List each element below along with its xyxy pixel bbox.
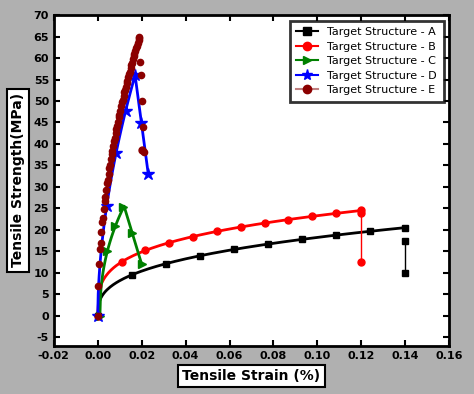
X-axis label: Tensile Strain (%): Tensile Strain (%) bbox=[182, 369, 320, 383]
Legend: Target Structure - A, Target Structure - B, Target Structure - C, Target Structu: Target Structure - A, Target Structure -… bbox=[290, 20, 444, 102]
Y-axis label: Tensile Strength(MPa): Tensile Strength(MPa) bbox=[11, 93, 25, 268]
